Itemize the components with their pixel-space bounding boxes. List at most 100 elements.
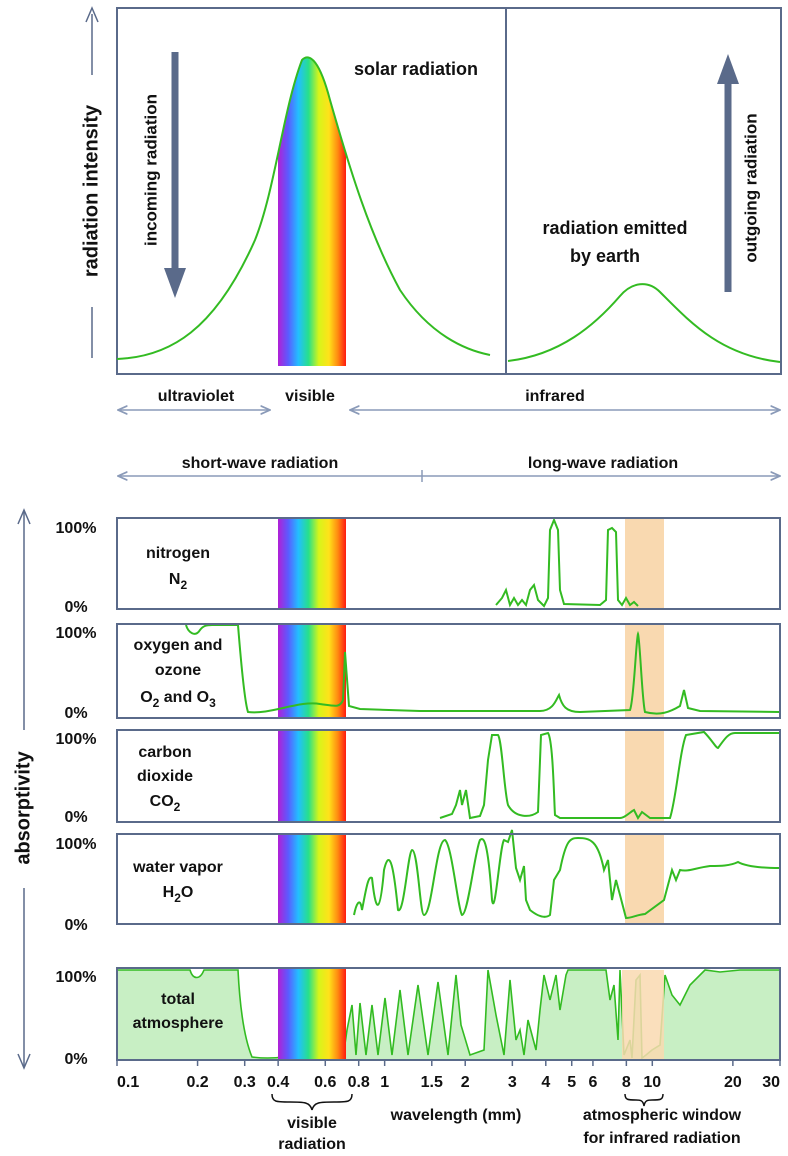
absorptivity-label-backdrop bbox=[12, 730, 36, 888]
co2-formula: CO2 bbox=[150, 793, 181, 814]
x-tick-label: 0.1 bbox=[117, 1074, 139, 1091]
nitrogen-tick-0: 0% bbox=[64, 599, 87, 616]
water-formula: H2O bbox=[163, 884, 194, 905]
window-bracket-label-line1: atmospheric window bbox=[583, 1107, 742, 1124]
co2-tick-100: 100% bbox=[56, 731, 97, 748]
visible-column-water bbox=[278, 834, 346, 924]
nitrogen-absorption-curve bbox=[495, 517, 639, 608]
incoming-radiation-label: incoming radiation bbox=[141, 94, 160, 246]
oxygen-formula: O2 and O3 bbox=[140, 689, 216, 710]
x-tick-label: 6 bbox=[588, 1074, 597, 1091]
window-band-water bbox=[625, 834, 664, 924]
outgoing-arrow-head bbox=[717, 54, 739, 84]
visible-column-co2 bbox=[278, 730, 346, 822]
x-tick-label: 30 bbox=[762, 1074, 780, 1091]
formula-text: O bbox=[181, 884, 193, 901]
formula-text: O bbox=[140, 689, 152, 706]
x-tick-label: 0.6 bbox=[314, 1074, 336, 1091]
x-tick-label: 1 bbox=[380, 1074, 389, 1091]
total-tick-100: 100% bbox=[56, 969, 97, 986]
formula-subscript: 2 bbox=[174, 800, 181, 814]
water-tick-0: 0% bbox=[64, 917, 87, 934]
window-band-total bbox=[622, 970, 664, 1060]
x-tick-label: 20 bbox=[724, 1074, 742, 1091]
formula-subscript: 2 bbox=[180, 578, 187, 592]
nitrogen-tick-100: 100% bbox=[56, 520, 97, 537]
window-band-nitrogen bbox=[625, 518, 664, 609]
x-tick-label: 10 bbox=[643, 1074, 661, 1091]
visible-bracket-label-line1: visible bbox=[287, 1115, 337, 1132]
band-arrows: ultraviolet visible infrared short-wave … bbox=[118, 388, 780, 482]
x-tick-label: 0.3 bbox=[234, 1074, 256, 1091]
co2-name-line1: carbon bbox=[138, 744, 191, 761]
absorptivity-arrow-top bbox=[17, 508, 31, 525]
oxygen-tick-0: 0% bbox=[64, 705, 87, 722]
total-name-line2: atmosphere bbox=[133, 1015, 224, 1032]
formula-subscript: 2 bbox=[174, 891, 181, 905]
visible-column-total bbox=[278, 968, 346, 1060]
co2-name-line2: dioxide bbox=[137, 768, 193, 785]
oxygen-name-line2: ozone bbox=[155, 662, 201, 679]
water-vapor-absorption-curve bbox=[353, 829, 781, 920]
co2-absorption-curve bbox=[439, 730, 780, 820]
intensity-axis-arrowhead bbox=[85, 6, 99, 23]
oxygen-absorption-curve bbox=[185, 624, 781, 715]
short-wave-label: short-wave radiation bbox=[182, 455, 338, 472]
total-atmosphere-panel bbox=[116, 967, 781, 1061]
water-vapor-panel bbox=[116, 833, 781, 925]
radiation-intensity-label: radiation intensity bbox=[80, 104, 102, 277]
oxygen-panel bbox=[116, 623, 781, 719]
absorption-panels: 100% 0% 100% 0% 100% 0% 100% 0% 100% 0% … bbox=[56, 517, 781, 1068]
visible-bracket bbox=[271, 1093, 353, 1111]
solar-radiation-label: solar radiation bbox=[354, 59, 478, 79]
nitrogen-panel bbox=[116, 517, 781, 610]
radiation-intensity-panel: radiation intensity incoming radiation s… bbox=[80, 6, 782, 375]
incoming-arrow-head bbox=[164, 268, 186, 298]
x-tick-label: 0.2 bbox=[186, 1074, 208, 1091]
water-tick-100: 100% bbox=[56, 836, 97, 853]
earth-label-line1: radiation emitted bbox=[542, 218, 687, 238]
formula-text: CO bbox=[150, 793, 174, 810]
water-name: water vapor bbox=[132, 859, 223, 876]
nitrogen-formula: N2 bbox=[169, 571, 188, 592]
visible-bracket-label-line2: radiation bbox=[278, 1136, 346, 1153]
formula-subscript: 3 bbox=[209, 696, 216, 710]
total-tick-0: 0% bbox=[64, 1051, 87, 1068]
x-tick-label: 2 bbox=[461, 1074, 470, 1091]
visible-column-nitrogen bbox=[278, 518, 346, 609]
absorptivity-axis: absorptivity bbox=[12, 508, 36, 1070]
formula-text: N bbox=[169, 571, 181, 588]
window-bracket-label-line2: for infrared radiation bbox=[583, 1130, 740, 1147]
ultraviolet-label: ultraviolet bbox=[158, 388, 235, 405]
window-bracket bbox=[624, 1093, 664, 1107]
formula-text: H bbox=[163, 884, 175, 901]
total-name-line1: total bbox=[161, 991, 195, 1008]
oxygen-name-line1: oxygen and bbox=[134, 637, 223, 654]
visible-label: visible bbox=[285, 388, 335, 405]
formula-text: and O bbox=[159, 689, 209, 706]
axis-brackets: visible radiation wavelength (mm) atmosp… bbox=[271, 1093, 742, 1153]
intensity-frame bbox=[116, 7, 782, 375]
absorptivity-arrow-bottom bbox=[17, 1053, 31, 1070]
nitrogen-name: nitrogen bbox=[146, 545, 210, 562]
x-tick-label: 1.5 bbox=[421, 1074, 443, 1091]
solar-radiation-curve bbox=[116, 56, 491, 360]
infrared-label: infrared bbox=[525, 388, 585, 405]
earth-emission-curve bbox=[507, 283, 781, 363]
wavelength-axis: 0.1 0.2 0.3 0.4 0.6 0.8 1 1.5 2 3 4 5 6 8 10 20 30 bbox=[116, 1060, 781, 1091]
absorptivity-label: absorptivity bbox=[12, 750, 34, 864]
x-tick-label: 4 bbox=[541, 1074, 550, 1091]
long-wave-label: long-wave radiation bbox=[528, 455, 678, 472]
oxygen-tick-100: 100% bbox=[56, 625, 97, 642]
outgoing-radiation-label: outgoing radiation bbox=[741, 113, 760, 262]
wavelength-axis-label: wavelength (mm) bbox=[390, 1107, 522, 1124]
co2-tick-0: 0% bbox=[64, 809, 87, 826]
axis-label-backdrop bbox=[80, 75, 106, 307]
window-band-co2 bbox=[625, 730, 664, 822]
co2-panel bbox=[116, 729, 781, 823]
visible-spectrum-band bbox=[278, 57, 346, 366]
x-tick-label: 0.4 bbox=[267, 1074, 289, 1091]
x-tick-label: 8 bbox=[622, 1074, 631, 1091]
x-tick-label: 5 bbox=[567, 1074, 576, 1091]
